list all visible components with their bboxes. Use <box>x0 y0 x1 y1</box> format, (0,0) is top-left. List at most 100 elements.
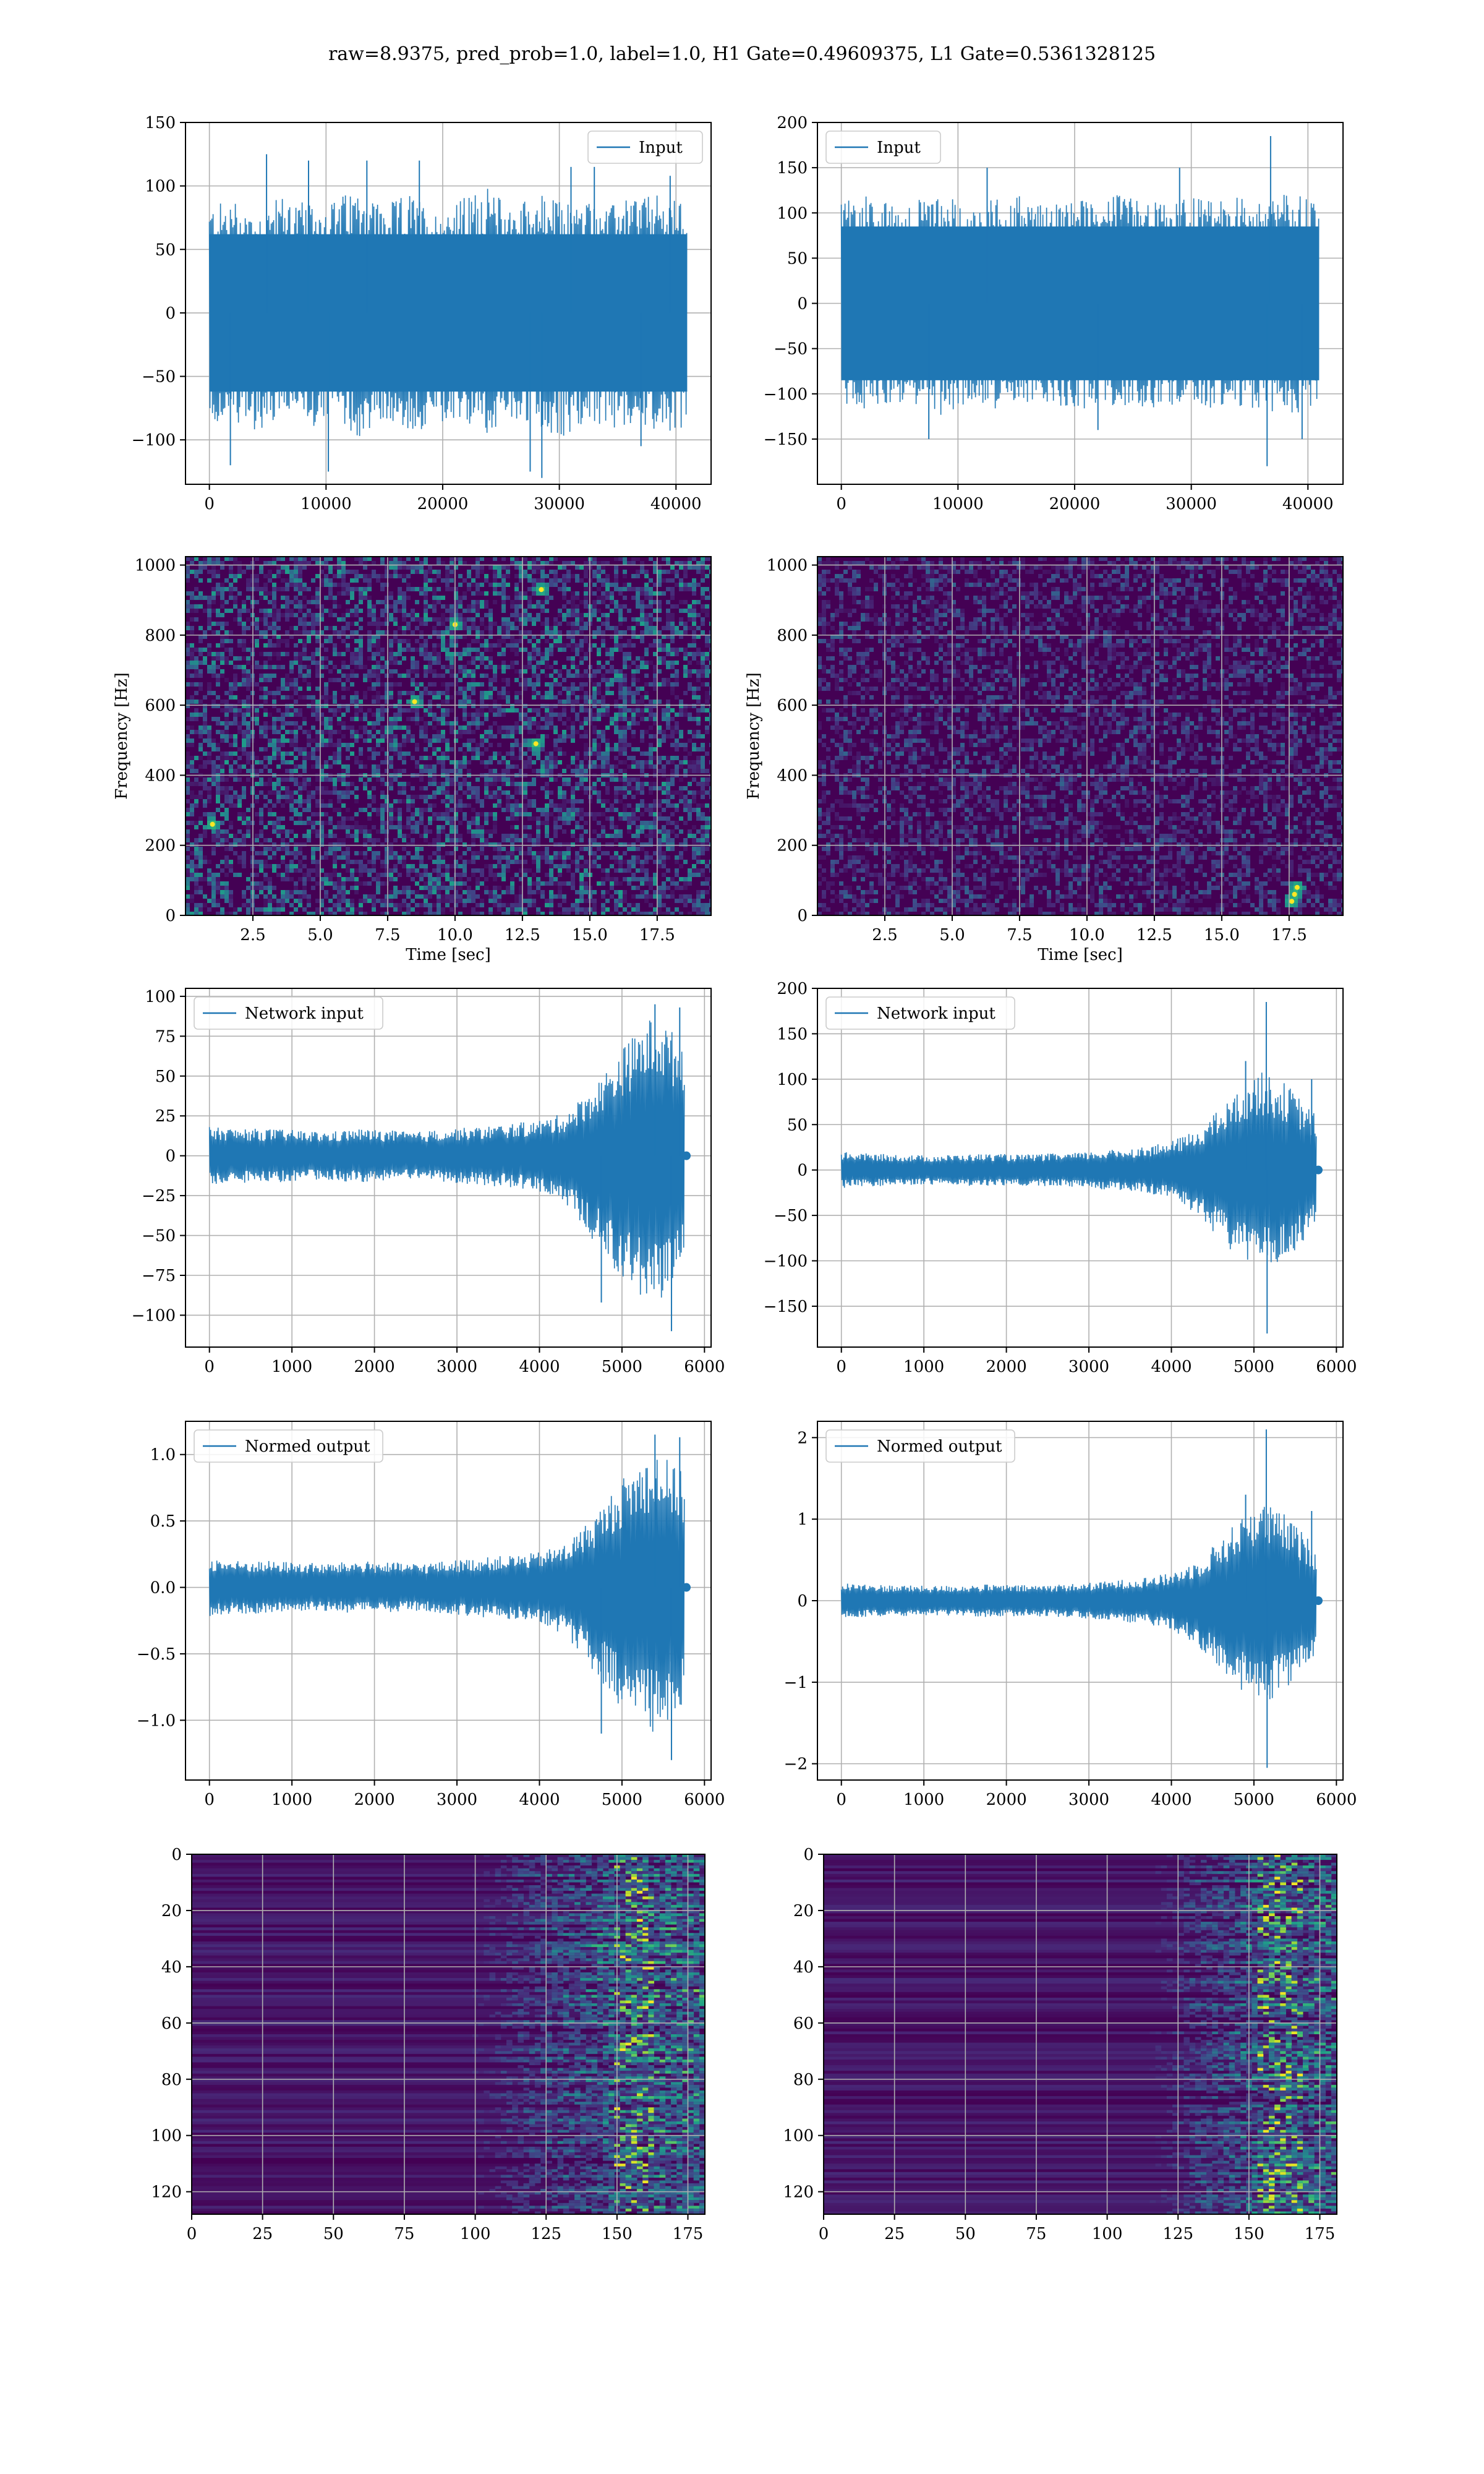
h1-spectrogram-xlabel: Time [sec] <box>406 946 491 964</box>
l1-normed-output-xtick-label: 5000 <box>1234 1791 1274 1809</box>
h1-network-input-xtick-label: 1000 <box>271 1358 312 1376</box>
l1-network-input-legend-label: Network input <box>877 1004 996 1023</box>
l1-network-input-ytick-label: 0 <box>797 1162 808 1180</box>
h1-spectrogram-ytick-label: 1000 <box>135 557 176 575</box>
h1-network-input-ytick-label: 50 <box>155 1068 176 1086</box>
h1-spectrogram-hotspot-2 <box>210 821 215 827</box>
l1-feature-map-xtick-label: 25 <box>884 2225 905 2243</box>
h1-feature-map-ytick-label: 80 <box>161 2071 182 2089</box>
h1-network-input-legend-box <box>194 996 383 1030</box>
h1-input-ytick-label: 100 <box>145 178 176 196</box>
h1-feature-map-xtick-label: 100 <box>460 2225 491 2243</box>
h1-network-input-xtick-label: 5000 <box>602 1358 642 1376</box>
h1-network-input-ytick-label: 25 <box>155 1107 176 1126</box>
l1-network-input-ytick-label: −100 <box>764 1252 808 1271</box>
h1-spectrogram-ytick-label: 800 <box>145 627 176 645</box>
l1-feature-map-xtick-label: 0 <box>819 2225 829 2243</box>
h1-normed-output-xtick-label: 5000 <box>602 1791 642 1809</box>
h1-network-input-ytick-label: −75 <box>142 1267 176 1285</box>
l1-feature-map-ytick-label: 60 <box>793 2014 814 2033</box>
l1-network-input-xtick-label: 4000 <box>1151 1358 1192 1376</box>
h1-network-input-series-line <box>208 1021 685 1298</box>
l1-feature-map-ytick-label: 80 <box>793 2071 814 2089</box>
h1-normed-output-plot-area <box>186 1421 711 1780</box>
l1-spectrogram-ytick-label: 400 <box>777 766 808 785</box>
h1-feature-map-panel: 0 25 50 75 100 125 150 175 0 20 40 60 80 100 120 <box>151 1846 706 2243</box>
h1-network-input-plot-area <box>186 988 711 1347</box>
l1-network-input-ytick-label: 50 <box>787 1116 808 1134</box>
l1-feature-map-xtick-label: 125 <box>1162 2225 1193 2243</box>
l1-spectrogram-hotspot-2 <box>1289 899 1295 904</box>
h1-normed-output-ytick-label: 0.5 <box>150 1512 176 1531</box>
h1-input-xtick-label: 10000 <box>301 495 352 513</box>
l1-input-xtick-label: 40000 <box>1282 495 1334 513</box>
h1-spectrogram-ylabel: Frequency [Hz] <box>113 672 131 800</box>
h1-feature-map-xtick-label: 175 <box>673 2225 704 2243</box>
h1-input-legend: Input <box>587 131 703 164</box>
l1-network-input-legend-box <box>825 996 1015 1030</box>
l1-input-ytick-label: 200 <box>777 114 808 132</box>
l1-network-input-legend: Network input <box>825 996 1015 1030</box>
l1-network-input-xtick-label: 1000 <box>903 1358 944 1376</box>
h1-normed-output-frame <box>185 1421 712 1781</box>
l1-normed-output-ytick-label: 2 <box>797 1429 808 1447</box>
l1-normed-output-ytick-label: −2 <box>784 1755 808 1774</box>
h1-network-input-legend-label: Network input <box>245 1004 364 1023</box>
h1-input-plot-area <box>186 122 711 484</box>
l1-spectrogram-ylabel: Frequency [Hz] <box>744 672 763 800</box>
h1-spectrogram-xtick-label: 2.5 <box>240 926 265 944</box>
l1-feature-map-plot-area <box>824 1854 1337 2214</box>
h1-feature-map-xtick-label: 25 <box>252 2225 273 2243</box>
h1-spectrogram-ytick-label: 200 <box>145 837 176 855</box>
l1-feature-map-xtick-label: 175 <box>1305 2225 1336 2243</box>
l1-network-input-ytick-label: 100 <box>777 1071 808 1089</box>
l1-network-input-ytick-label: −50 <box>774 1207 808 1225</box>
h1-spectrogram-plot-area <box>186 557 711 915</box>
h1-network-input-ytick-label: −100 <box>132 1306 176 1325</box>
l1-input-xtick-label: 10000 <box>932 495 984 513</box>
h1-spectrogram-xtick-label: 7.5 <box>375 926 400 944</box>
figure-suptitle: raw=8.9375, pred_prob=1.0, label=1.0, H1… <box>328 43 1156 65</box>
h1-input-xtick-label: 0 <box>204 495 215 513</box>
h1-spectrogram-xtick-label: 17.5 <box>639 926 675 944</box>
h1-network-input-frame <box>185 988 712 1348</box>
h1-normed-output-ytick-label: 1.0 <box>150 1446 176 1465</box>
l1-feature-map-ytick-label: 120 <box>783 2183 814 2202</box>
l1-spectrogram-ytick-label: 1000 <box>767 557 808 575</box>
l1-spectrogram-ytick-label: 0 <box>797 907 808 925</box>
l1-input-ytick-label: 150 <box>777 159 808 178</box>
h1-spectrogram-xtick-label: 5.0 <box>307 926 333 944</box>
l1-spectrogram-hotspot-1 <box>1294 884 1300 890</box>
l1-normed-output-legend-label: Normed output <box>877 1437 1002 1456</box>
l1-network-input-xtick-label: 2000 <box>986 1358 1026 1376</box>
h1-normed-output-xtick-label: 1000 <box>271 1791 312 1809</box>
l1-input-ytick-label: −150 <box>764 430 808 449</box>
h1-feature-map-ytick-label: 120 <box>151 2183 182 2202</box>
h1-normed-output-xtick-label: 3000 <box>437 1791 477 1809</box>
l1-feature-map-ytick-label: 40 <box>793 1958 814 1977</box>
h1-network-input-ytick-label: −50 <box>142 1227 176 1246</box>
h1-input-ytick-label: −50 <box>142 368 176 387</box>
h1-normed-output-panel: 0 1000 2000 3000 4000 5000 6000 −1.0 −0.5 0.0 0.5 1… <box>137 1421 725 1809</box>
l1-network-input-xtick-label: 5000 <box>1234 1358 1274 1376</box>
l1-spectrogram-ytick-label: 800 <box>777 627 808 645</box>
l1-spectrogram-ytick-label: 600 <box>777 696 808 715</box>
l1-network-input-ytick-label: 200 <box>777 980 808 998</box>
l1-spectrogram-xlabel: Time [sec] <box>1038 946 1123 964</box>
h1-network-input-xtick-label: 4000 <box>519 1358 560 1376</box>
h1-network-input-ytick-label: 75 <box>155 1027 176 1046</box>
l1-spectrogram-frame <box>817 556 1344 916</box>
l1-spectrogram-panel: 2.5 5.0 7.5 10.0 12.5 15.0 17.5 0 200 400 600 800 10… <box>744 556 1344 964</box>
l1-input-legend: Input <box>825 131 941 164</box>
h1-feature-map-ytick-label: 0 <box>171 1846 182 1864</box>
l1-normed-output-xtick-label: 2000 <box>986 1791 1026 1809</box>
h1-input-xtick-label: 40000 <box>650 495 702 513</box>
h1-normed-output-xtick-label: 6000 <box>684 1791 725 1809</box>
l1-input-legend-box <box>825 131 941 164</box>
h1-network-input-xtick-label: 0 <box>204 1358 215 1376</box>
l1-feature-map-xtick-label: 75 <box>1026 2225 1046 2243</box>
h1-normed-output-ytick-label: −0.5 <box>137 1645 176 1664</box>
l1-feature-map-frame <box>823 1854 1337 2215</box>
l1-feature-map-xtick-label: 50 <box>955 2225 976 2243</box>
